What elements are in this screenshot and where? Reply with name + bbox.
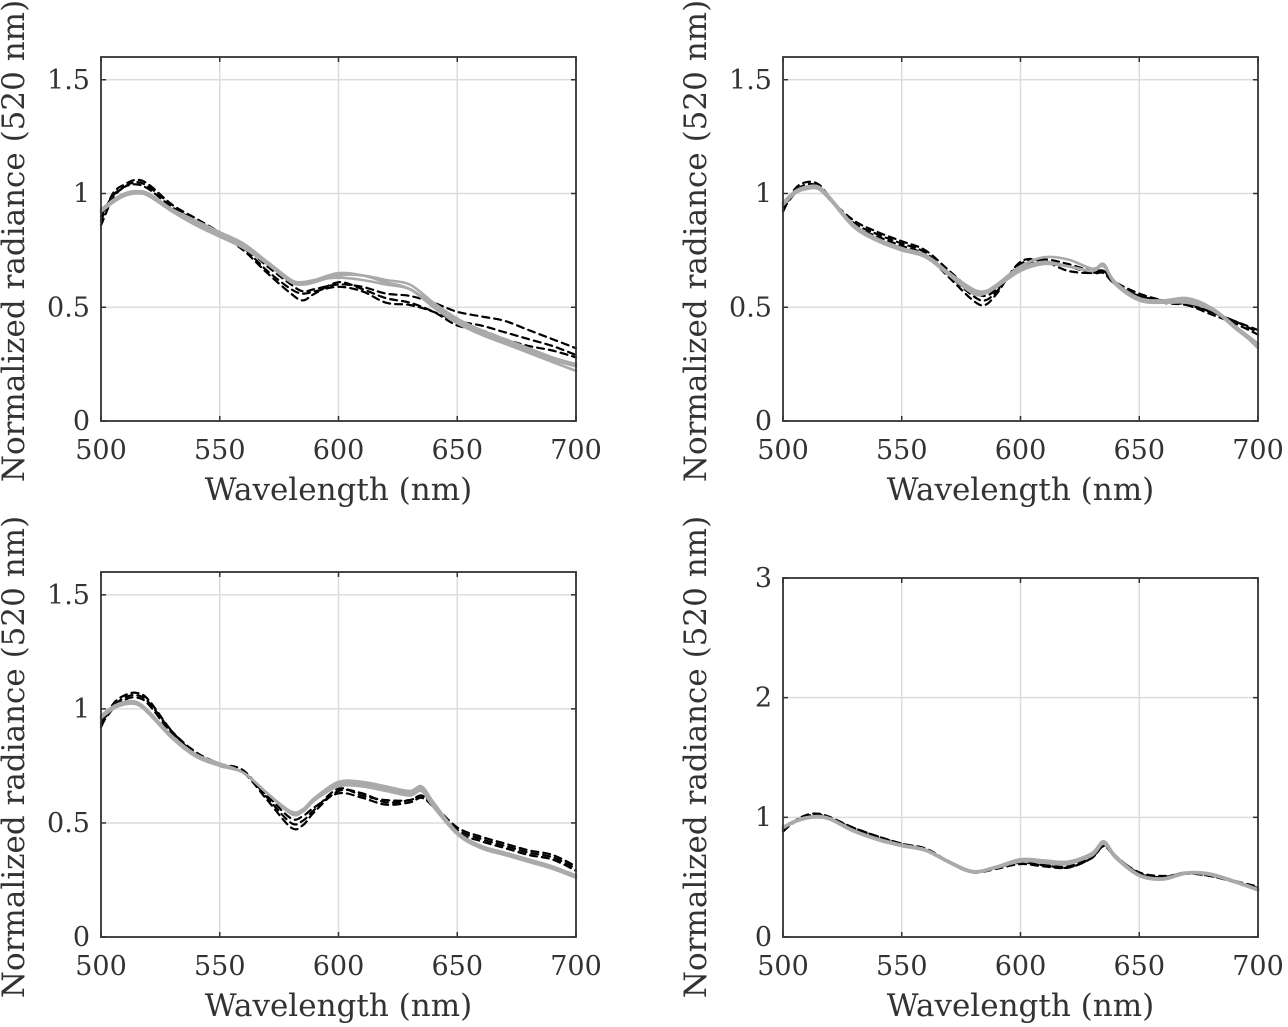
x-tick-label: 700 [1232, 951, 1284, 982]
x-tick-label: 550 [194, 435, 246, 466]
x-tick-label: 650 [431, 435, 483, 466]
x-tick-label: 600 [313, 951, 365, 982]
y-tick-label: 0.5 [729, 292, 772, 323]
x-tick-label: 500 [75, 435, 127, 466]
y-tick-label: 2 [755, 683, 772, 714]
x-tick-label: 500 [757, 951, 809, 982]
y-tick-label: 1 [73, 179, 90, 210]
y-tick-label: 1 [755, 179, 772, 210]
series-line-1 [99, 691, 578, 868]
y-tick-label: 3 [755, 563, 772, 594]
series-line-6 [781, 185, 1260, 345]
series-line-5 [99, 702, 578, 877]
panel-3: 500 550 600 650 700 0 0.5 1 1.5 Wavelength (nm) No… [0, 516, 602, 1024]
y-axis-label: Normalized radiance (520 nm) [0, 0, 32, 482]
x-tick-label: 700 [550, 435, 602, 466]
y-tick-label: 0 [73, 922, 90, 953]
series-line-2 [99, 181, 578, 350]
series-line-6 [99, 699, 578, 879]
series-line-5 [781, 184, 1260, 348]
panel-4: 500 550 600 650 700 0 1 2 3 Wavelength (nm) Normal… [678, 516, 1284, 1024]
x-axis-label: Wavelength (nm) [887, 472, 1154, 508]
x-tick-label: 600 [995, 435, 1047, 466]
x-tick-label: 550 [876, 435, 928, 466]
y-tick-label: 1 [755, 802, 772, 833]
panel-2: 500 550 600 650 700 0 0.5 1 1.5 Wavelength (nm) No… [678, 0, 1284, 508]
y-tick-label: 0 [73, 406, 90, 437]
x-tick-label: 650 [431, 951, 483, 982]
x-axis-label: Wavelength (nm) [887, 988, 1154, 1024]
x-tick-label: 700 [550, 951, 602, 982]
x-tick-label: 550 [194, 951, 246, 982]
x-tick-label: 650 [1113, 435, 1165, 466]
y-tick-label: 1 [73, 694, 90, 725]
x-tick-label: 500 [757, 435, 809, 466]
y-tick-label: 0.5 [47, 292, 90, 323]
x-tick-label: 550 [876, 951, 928, 982]
y-axis-label: Normalized radiance (520 nm) [0, 516, 32, 998]
y-tick-label: 1.5 [47, 580, 90, 611]
y-tick-label: 0 [755, 922, 772, 953]
series-line-2 [99, 693, 578, 870]
y-tick-label: 0 [755, 406, 772, 437]
y-axis-label: Normalized radiance (520 nm) [678, 516, 714, 998]
series-line-6 [99, 189, 578, 368]
x-tick-label: 650 [1113, 951, 1165, 982]
x-axis-label: Wavelength (nm) [205, 988, 472, 1024]
x-tick-label: 700 [1232, 435, 1284, 466]
x-tick-label: 600 [995, 951, 1047, 982]
x-axis-label: Wavelength (nm) [205, 472, 472, 508]
x-tick-label: 500 [75, 951, 127, 982]
series-line-3 [99, 696, 578, 872]
panel-1: 500 550 600 650 700 0 0.5 1 1.5 Wavelength (nm) No… [0, 0, 602, 508]
y-tick-label: 1.5 [729, 65, 772, 96]
x-tick-label: 600 [313, 435, 365, 466]
y-tick-label: 1.5 [47, 65, 90, 96]
y-tick-label: 0.5 [47, 808, 90, 839]
y-axis-label: Normalized radiance (520 nm) [678, 0, 714, 482]
series-line-3 [99, 183, 578, 357]
series-line-6 [781, 815, 1260, 892]
